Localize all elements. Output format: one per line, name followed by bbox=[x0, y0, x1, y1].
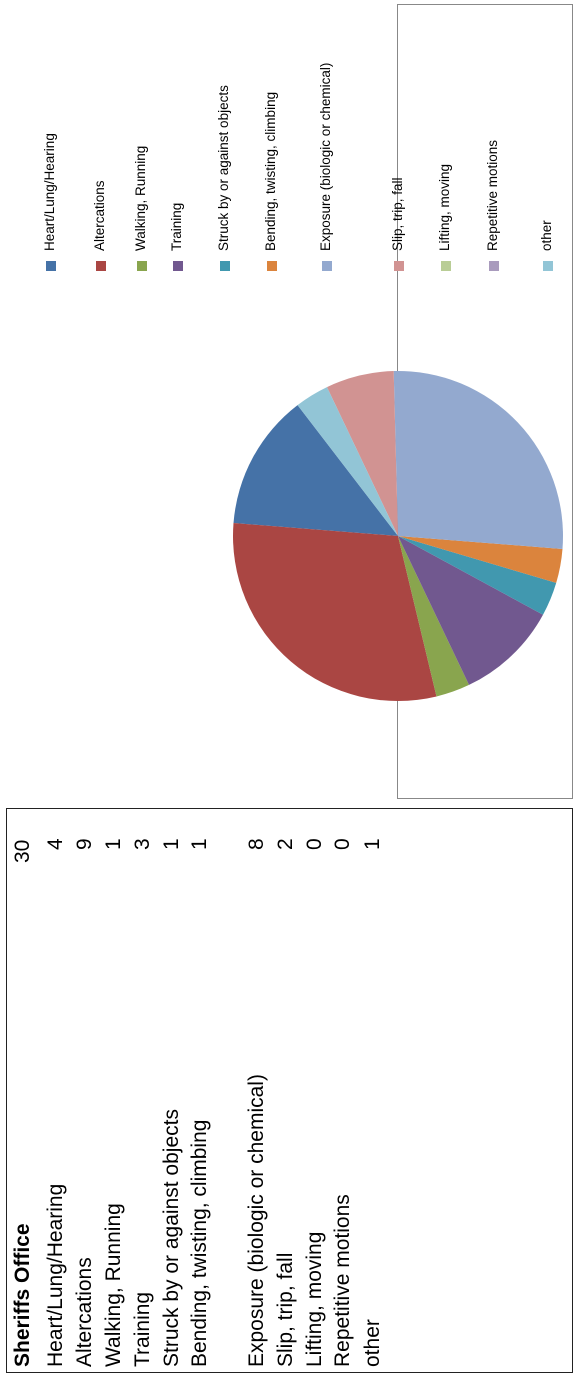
pie-slice-2 bbox=[398, 536, 470, 697]
table-row-label-3: Training bbox=[131, 1291, 154, 1367]
legend-swatch-0 bbox=[46, 261, 56, 271]
table-row-label-8: Lifting, moving bbox=[303, 1231, 326, 1367]
table-row-label-0: Heart/Lung/Hearing bbox=[44, 1183, 67, 1367]
table-row-value-6: 8 bbox=[245, 838, 268, 850]
pie-slice-7 bbox=[326, 371, 398, 536]
legend-swatch-4 bbox=[220, 261, 230, 271]
legend-swatch-8 bbox=[441, 261, 451, 271]
table-row-value-3: 3 bbox=[131, 838, 154, 850]
legend-label-6: Exposure (biologic or chemical) bbox=[318, 62, 333, 251]
table-title: Sheriffs Office bbox=[11, 1223, 34, 1367]
legend-swatch-6 bbox=[322, 261, 332, 271]
pie-slice-6 bbox=[393, 370, 563, 549]
legend-label-4: Struck by or against objects bbox=[216, 85, 231, 251]
legend-label-7: Slip, trip, fall bbox=[390, 177, 405, 251]
legend-swatch-5 bbox=[267, 261, 277, 271]
table-row-value-4: 1 bbox=[160, 838, 183, 850]
pie-slice-1 bbox=[232, 523, 437, 701]
table-row-value-10: 1 bbox=[361, 838, 384, 850]
legend-label-10: other bbox=[539, 220, 554, 251]
legend-swatch-2 bbox=[137, 261, 147, 271]
pie-slice-4 bbox=[398, 536, 557, 615]
legend-swatch-1 bbox=[96, 261, 106, 271]
table-row-label-2: Walking, Running bbox=[102, 1203, 125, 1367]
table-row-label-4: Struck by or against objects bbox=[160, 1109, 183, 1367]
legend-swatch-7 bbox=[394, 261, 404, 271]
pie-chart bbox=[232, 370, 563, 701]
table-row-value-5: 1 bbox=[188, 838, 211, 850]
pie-slice-0 bbox=[233, 405, 398, 536]
legend-label-9: Repetitive motions bbox=[485, 139, 500, 251]
table-total-value: 30 bbox=[11, 839, 34, 863]
table-row-label-5: Bending, twisting, climbing bbox=[188, 1119, 211, 1367]
pie-slice-5 bbox=[398, 536, 563, 583]
pie-slice-3 bbox=[398, 536, 544, 685]
legend-label-2: Walking, Running bbox=[133, 145, 148, 251]
table-row-label-1: Altercations bbox=[73, 1257, 96, 1367]
table-row-value-2: 1 bbox=[102, 838, 125, 850]
legend-label-0: Heart/Lung/Hearing bbox=[42, 133, 57, 251]
data-table: Sheriffs Office 30 Heart/Lung/Hearing 4 Al… bbox=[6, 808, 573, 1373]
legend-swatch-3 bbox=[173, 261, 183, 271]
table-row-value-7: 2 bbox=[274, 838, 297, 850]
table-row-value-0: 4 bbox=[44, 838, 67, 850]
table-row-value-9: 0 bbox=[331, 838, 354, 850]
legend-label-8: Lifting, moving bbox=[437, 163, 452, 251]
legend-label-3: Training bbox=[169, 202, 184, 251]
legend-swatch-10 bbox=[543, 261, 553, 271]
pie-slice-10 bbox=[297, 387, 398, 536]
legend-label-1: Altercations bbox=[92, 180, 107, 251]
chart-area: Heart/Lung/Hearing Altercations Walking, R… bbox=[42, 4, 573, 799]
table-row-label-10: other bbox=[361, 1319, 384, 1367]
table-row-value-1: 9 bbox=[73, 838, 96, 850]
table-row-label-6: Exposure (biologic or chemical) bbox=[245, 1074, 268, 1367]
table-row-label-7: Slip, trip, fall bbox=[274, 1252, 297, 1367]
table-row-value-8: 0 bbox=[303, 838, 326, 850]
legend-label-5: Bending, twisting, climbing bbox=[263, 91, 278, 251]
table-row-label-9: Repetitive motions bbox=[331, 1194, 354, 1367]
legend-swatch-9 bbox=[489, 261, 499, 271]
